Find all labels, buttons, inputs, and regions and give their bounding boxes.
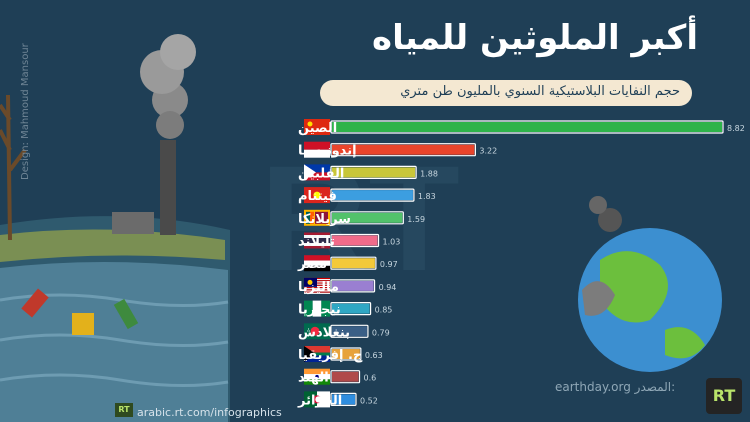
nigeria-flag-icon xyxy=(304,300,330,317)
category-label: تايلاند xyxy=(298,235,335,250)
value-label: 1.83 xyxy=(418,192,436,201)
sri-lanka-flag-icon xyxy=(304,209,330,226)
bar-5 xyxy=(332,235,378,246)
value-label: 1.03 xyxy=(383,238,401,247)
rt-logo: RT xyxy=(706,378,742,414)
value-label: 1.59 xyxy=(407,215,425,224)
category-label: بنغلادش xyxy=(298,325,350,340)
value-label: 0.52 xyxy=(360,396,378,405)
value-label: 8.82 xyxy=(727,124,745,133)
website-link[interactable]: arabic.rt.com/infographics xyxy=(137,406,282,419)
bar-10 xyxy=(332,349,360,359)
bar-outline xyxy=(330,324,369,338)
thailand-flag-icon xyxy=(304,232,330,249)
bar-outline xyxy=(330,302,372,316)
category-label: الهند xyxy=(298,371,329,386)
bar-outline xyxy=(330,347,362,361)
page-title: أكبر الملوثين للمياه xyxy=(372,18,698,58)
egypt-flag-icon xyxy=(304,255,330,272)
category-label: الفلبين xyxy=(298,166,344,181)
bar-outline xyxy=(330,165,417,179)
bar-9 xyxy=(332,326,367,337)
category-label: نيجيريا xyxy=(298,303,341,318)
subtitle-background xyxy=(320,80,692,106)
bar-outline xyxy=(330,256,377,270)
value-label: 3.22 xyxy=(479,147,497,156)
bar-outline xyxy=(330,392,357,406)
category-label: ماليزيا xyxy=(298,280,339,295)
bar-11 xyxy=(332,371,359,382)
bar-6 xyxy=(332,258,375,269)
value-label: 0.63 xyxy=(365,351,383,360)
malaysia-flag-icon xyxy=(304,277,330,294)
category-label: الصين xyxy=(298,121,337,136)
bar-12 xyxy=(332,394,355,405)
category-label: إندونيسيا xyxy=(298,144,357,159)
rt-small-logo: RT xyxy=(115,403,133,417)
value-label: 0.6 xyxy=(364,374,377,383)
category-label: فيتنام xyxy=(298,189,337,204)
bar-outline xyxy=(330,279,376,293)
bar-outline xyxy=(330,120,724,134)
value-label: 0.79 xyxy=(372,328,390,337)
south-africa-flag-icon xyxy=(304,346,330,362)
vietnam-flag-icon xyxy=(304,187,330,204)
value-label: 0.85 xyxy=(375,306,393,315)
bar-0 xyxy=(332,122,722,132)
bar-1 xyxy=(332,144,475,155)
chart-subtitle: حجم النفايات البلاستيكية السنوي بالمليون… xyxy=(400,84,680,99)
indonesia-flag-icon xyxy=(304,141,330,158)
category-label: الجزائر xyxy=(297,393,342,408)
value-label: 1.88 xyxy=(420,169,438,178)
india-flag-icon xyxy=(304,368,330,385)
source-value: earthday.org xyxy=(555,380,631,394)
bangladesh-flag-icon xyxy=(304,323,330,340)
value-label: 0.94 xyxy=(379,283,397,292)
bar-outline xyxy=(330,211,404,225)
source-label: المصدر: xyxy=(634,380,676,394)
source-line: earthday.org المصدر: xyxy=(555,380,675,394)
bar-2 xyxy=(332,167,416,178)
china-flag-icon xyxy=(304,119,330,135)
category-label: مصر xyxy=(297,257,327,272)
bar-4 xyxy=(332,212,403,223)
category-label: ج. إفريقيا xyxy=(298,348,363,363)
bar-outline xyxy=(330,143,476,157)
bar-outline xyxy=(330,370,361,384)
philippines-flag-icon xyxy=(304,164,330,181)
bar-outline xyxy=(330,233,380,248)
value-label: 0.97 xyxy=(380,260,398,269)
bar-8 xyxy=(332,303,370,314)
category-label: سريلانكا xyxy=(298,212,351,227)
bar-7 xyxy=(332,280,374,291)
bar-outline xyxy=(330,188,415,202)
algeria-flag-icon xyxy=(304,391,330,408)
bar-3 xyxy=(332,190,413,201)
